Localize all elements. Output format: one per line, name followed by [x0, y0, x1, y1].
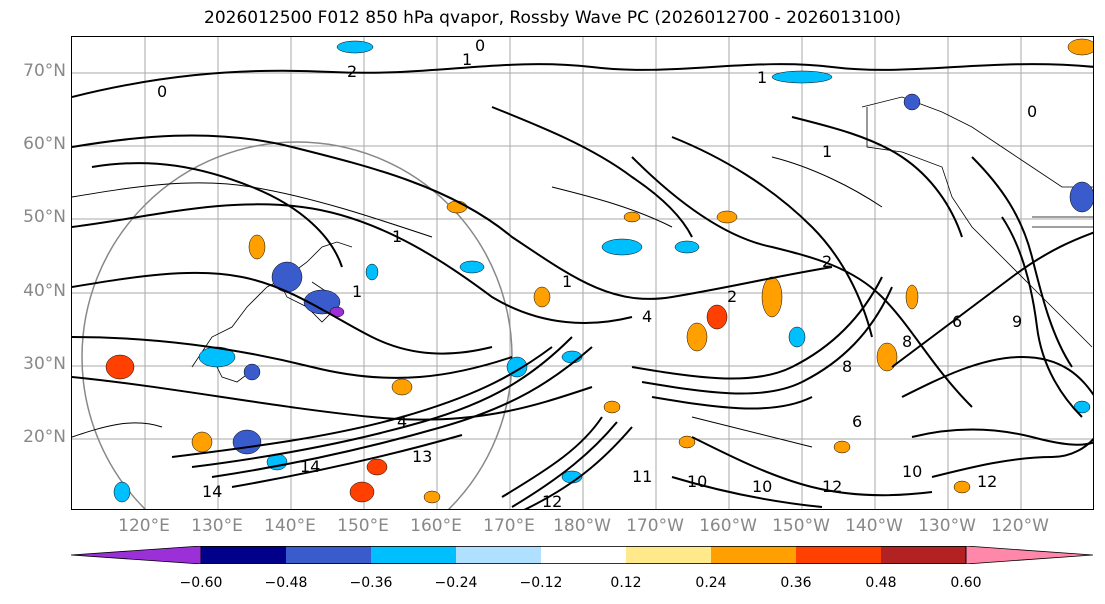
chart-title: 2026012500 F012 850 hPa qvapor, Rossby W…: [204, 8, 901, 28]
contour-label: 2: [727, 287, 737, 306]
colorbar: [71, 546, 1093, 564]
colorbar-tick: −0.60: [179, 575, 223, 591]
colorbar-tick: 0.60: [950, 575, 982, 591]
colorbar-segment: [711, 546, 796, 564]
contour-label: 8: [902, 332, 912, 351]
contour-label: 10: [902, 462, 922, 481]
lat-label-30n: 30°N: [23, 354, 66, 374]
lon-label: 170°E: [483, 516, 535, 536]
lat-label-50n: 50°N: [23, 207, 66, 227]
contour-label: 4: [642, 307, 652, 326]
contour-label: 0: [475, 37, 485, 55]
colorbar-segment: [965, 546, 1093, 564]
lat-label-40n: 40°N: [23, 281, 66, 301]
contour-label: 1: [757, 68, 767, 87]
contour-label: 12: [542, 492, 562, 510]
colorbar-tick: −0.12: [519, 575, 563, 591]
contour-label: 0: [157, 82, 167, 101]
lon-label: 120°W: [991, 516, 1049, 536]
contour-label: 4: [397, 412, 407, 431]
contour-label: 14: [300, 457, 320, 476]
colorbar-tick: −0.24: [434, 575, 478, 591]
colorbar-tick: 0.12: [610, 575, 642, 591]
contour-label: 14: [202, 482, 222, 501]
colorbar-tick: 0.48: [865, 575, 897, 591]
lon-label: 160°W: [699, 516, 757, 536]
colorbar-segment: [286, 546, 371, 564]
thin-contours: [72, 156, 883, 448]
colorbar-tick: 0.24: [695, 575, 727, 591]
colorbar-tick: −0.36: [349, 575, 393, 591]
lon-label: 150°E: [337, 516, 389, 536]
colorbar-segment: [881, 546, 966, 564]
colorbar-tick: −0.48: [264, 575, 308, 591]
lon-label: 170°W: [626, 516, 684, 536]
lat-label-20n: 20°N: [23, 427, 66, 447]
colorbar-segment: [371, 546, 456, 564]
contour-label: 12: [977, 472, 997, 491]
map-panel: 0 1 2 1 0 1 1 2 1 2 4 4 6 8 10 11 12 13 …: [71, 36, 1094, 510]
colorbar-tick: 0.36: [780, 575, 812, 591]
lat-label-70n: 70°N: [23, 61, 66, 81]
colorbar-segment: [541, 546, 626, 564]
lon-label: 140°W: [845, 516, 903, 536]
contour-label: 8: [842, 357, 852, 376]
contour-label: 1: [562, 272, 572, 291]
contour-label: 13: [412, 447, 432, 466]
contour-label: 6: [852, 412, 862, 431]
contour-label: 12: [822, 477, 842, 496]
colorbar-segment: [201, 546, 286, 564]
contour-label: 1: [392, 227, 402, 246]
contour-label: 0: [1027, 102, 1037, 121]
contour-label: 10: [752, 477, 772, 496]
lon-label: 140°E: [264, 516, 316, 536]
lon-label: 130°E: [191, 516, 243, 536]
colorbar-segment: [796, 546, 881, 564]
lat-label-60n: 60°N: [23, 134, 66, 154]
lon-label: 120°E: [118, 516, 170, 536]
colorbar-segment: [456, 546, 541, 564]
contour-labels: 0 1 2 1 0 1 1 2 1 2 4 4 6 8 10 11 12 13 …: [157, 37, 1037, 510]
anomaly-fills: [105, 38, 1093, 504]
contour-label: 6: [952, 312, 962, 331]
lon-label: 160°E: [410, 516, 462, 536]
contour-label: 11: [632, 467, 652, 486]
map-canvas: 0 1 2 1 0 1 1 2 1 2 4 4 6 8 10 11 12 13 …: [72, 37, 1093, 510]
contour-label: 1: [352, 282, 362, 301]
contour-label: 2: [347, 62, 357, 81]
lon-label: 180°W: [553, 516, 611, 536]
contour-label: 10: [687, 472, 707, 491]
lon-label: 150°W: [772, 516, 830, 536]
contour-label: 2: [822, 252, 832, 271]
contour-label: 9: [1012, 312, 1022, 331]
contour-label: 1: [822, 142, 832, 161]
lon-label: 130°W: [918, 516, 976, 536]
contour-label: 1: [462, 50, 472, 69]
colorbar-segment: [626, 546, 711, 564]
colorbar-segment: [71, 546, 202, 564]
